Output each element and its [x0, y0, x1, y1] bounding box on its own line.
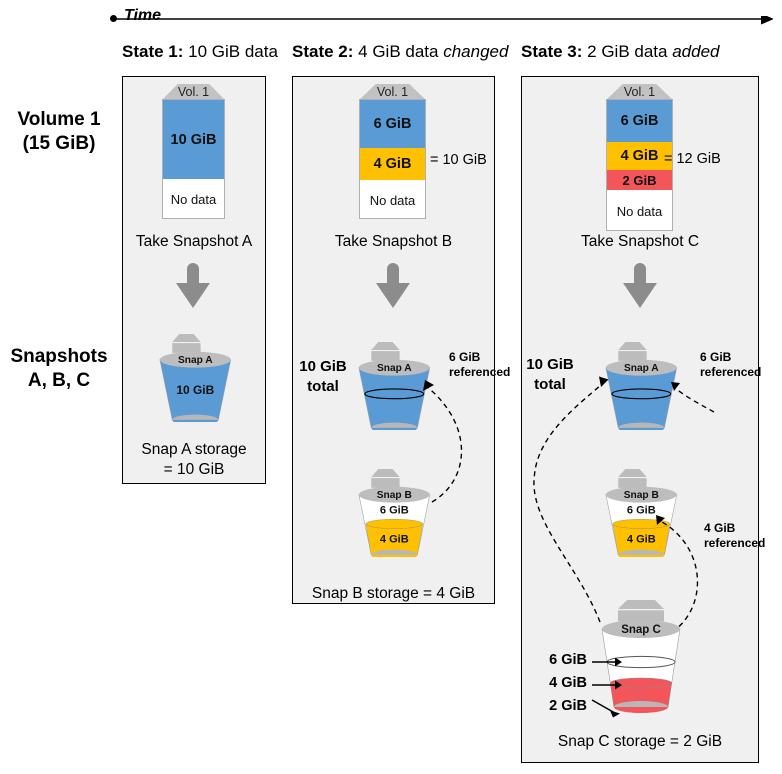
svg-text:Snap B: Snap B [623, 490, 658, 501]
svg-text:Snap B: Snap B [376, 490, 411, 501]
svg-text:Snap A: Snap A [377, 363, 412, 374]
svg-text:4 GiB: 4 GiB [380, 533, 409, 545]
svg-text:6 GiB: 6 GiB [380, 504, 409, 516]
svg-text:10 GiB: 10 GiB [176, 383, 214, 397]
svg-text:Snap C: Snap C [621, 624, 661, 636]
svg-text:Snap A: Snap A [178, 355, 213, 366]
svg-text:Snap A: Snap A [624, 363, 659, 374]
